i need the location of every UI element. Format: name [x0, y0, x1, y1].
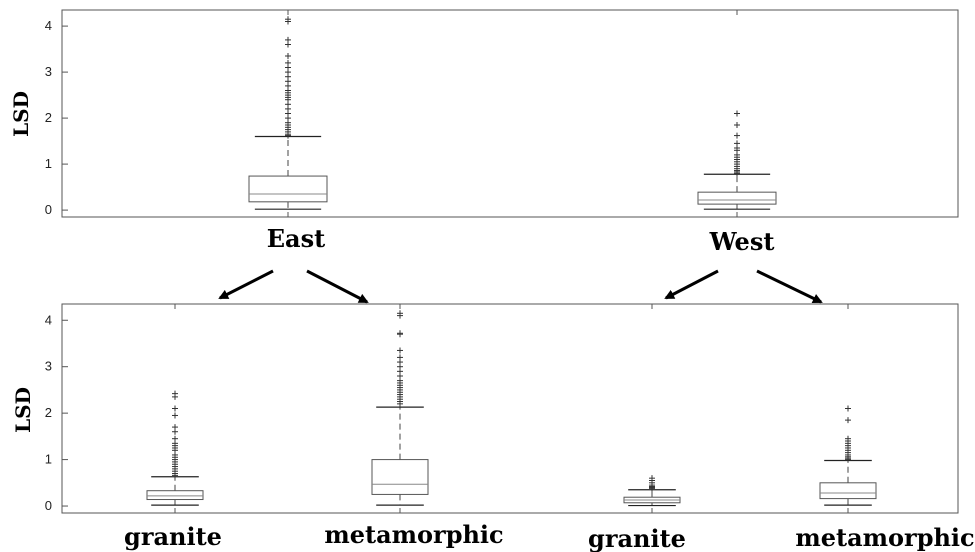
outlier-point — [397, 354, 403, 361]
bottom-boxes — [146, 304, 877, 513]
outlier-point — [649, 475, 655, 482]
outlier-point — [734, 122, 740, 128]
outlier-point — [397, 330, 403, 337]
outlier-point — [172, 405, 178, 412]
outlier-point — [397, 310, 403, 317]
bottom-box-granite — [146, 304, 204, 513]
top-y-axis: 0 1 2 3 4 — [45, 18, 68, 217]
bottom-y-axis-label: LSD — [11, 387, 35, 433]
arrow-east-to-granite — [218, 269, 274, 300]
top-box-East — [248, 10, 328, 217]
top-panel: 0 1 2 3 4 LSD East West — [9, 9, 959, 256]
arrow-east-to-metamorphic — [306, 269, 369, 304]
iqr-box — [819, 482, 877, 500]
arrow-west-to-metamorphic — [756, 269, 823, 304]
bottom-category-label-granite-1: granite — [124, 522, 222, 551]
outlier-point — [734, 110, 740, 117]
outlier-point — [285, 53, 291, 59]
outlier-point — [172, 424, 178, 431]
bottom-y-tick-label: 4 — [45, 312, 52, 327]
top-plot-frame — [61, 9, 959, 218]
top-y-tick-label: 1 — [45, 156, 52, 171]
outlier-point — [172, 390, 178, 397]
outlier-point — [845, 417, 851, 424]
bottom-panel: 0 1 2 3 4 LSD granite metamorphic granite me… — [11, 303, 975, 552]
iqr-box — [371, 459, 429, 495]
bottom-y-tick-label: 3 — [45, 359, 52, 374]
iqr-box — [248, 175, 328, 203]
outlier-point — [285, 16, 291, 23]
bottom-y-tick-label: 2 — [45, 405, 52, 420]
iqr-box — [146, 490, 204, 501]
iqr-box — [697, 191, 777, 205]
split-arrows — [218, 269, 823, 304]
outlier-point — [285, 59, 291, 66]
bottom-box-metamorphic — [819, 304, 877, 513]
bottom-y-axis: 0 1 2 3 4 — [45, 312, 68, 513]
outlier-point — [734, 140, 740, 147]
top-y-tick-label: 4 — [45, 18, 52, 33]
outlier-point — [845, 405, 851, 412]
outlier-point — [397, 347, 403, 354]
top-y-tick-label: 3 — [45, 64, 52, 79]
bottom-box-metamorphic — [371, 304, 429, 513]
top-category-label-east: East — [267, 224, 325, 253]
bottom-category-label-metamorphic-1: metamorphic — [324, 520, 503, 549]
top-box-West — [697, 10, 777, 217]
bottom-box-granite — [623, 304, 681, 513]
top-boxes — [248, 10, 777, 217]
outlier-point — [845, 435, 851, 442]
top-y-tick-label: 2 — [45, 110, 52, 125]
bottom-y-tick-label: 1 — [45, 452, 52, 467]
outlier-point — [172, 435, 178, 442]
bottom-plot-frame — [61, 303, 959, 514]
arrow-west-to-granite — [664, 269, 719, 300]
bottom-category-label-granite-2: granite — [588, 524, 686, 552]
outlier-point — [734, 132, 740, 139]
outlier-point — [172, 412, 178, 419]
bottom-category-label-metamorphic-2: metamorphic — [795, 523, 974, 552]
outlier-point — [285, 36, 291, 43]
top-y-axis-label: LSD — [9, 91, 33, 137]
top-y-tick-label: 0 — [45, 202, 52, 217]
bottom-y-tick-label: 0 — [45, 498, 52, 513]
top-category-label-west: West — [709, 227, 775, 256]
